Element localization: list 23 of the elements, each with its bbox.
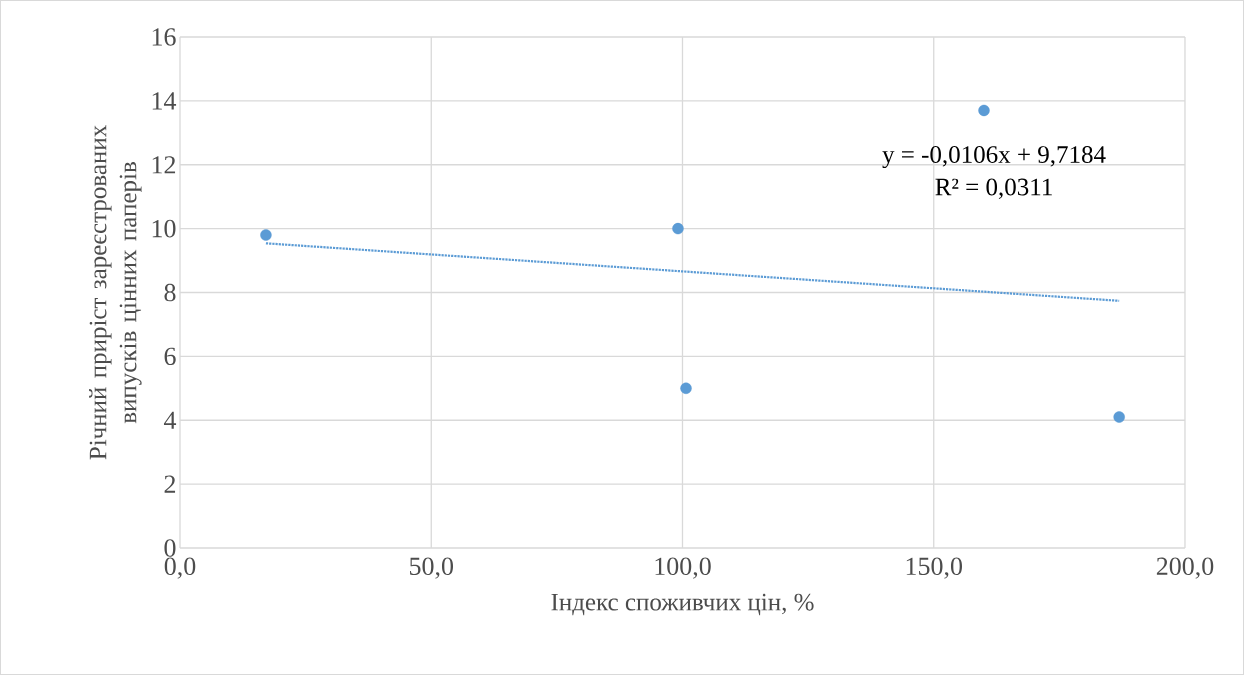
- point: [978, 104, 990, 117]
- point: [260, 229, 272, 241]
- x-tick-label: 150,0: [906, 557, 963, 579]
- y-tick-label: 16: [152, 28, 176, 46]
- y-tick-label: 10: [152, 219, 176, 238]
- point: [672, 222, 684, 235]
- point: [680, 382, 692, 395]
- point: [1113, 411, 1125, 423]
- x-tick-label: 0,0: [164, 557, 196, 579]
- y-tick-label: 2: [164, 475, 176, 493]
- x-tick-label: 100,0: [655, 557, 711, 579]
- y-tick-label: 14: [152, 92, 177, 110]
- y-axis-title: Річний приріст зареєстрованих випусків цінних паперів: [89, 125, 142, 460]
- annotation: R² = 0,0311: [935, 178, 1052, 199]
- x-axis-title: Індекс споживчих цін, %: [551, 593, 814, 616]
- y-tick-label: 6: [164, 347, 176, 366]
- y-tick-label: 4: [163, 411, 177, 429]
- x-tick-label: 200,0: [1156, 557, 1214, 579]
- y-tick-label: 0: [164, 539, 176, 557]
- annotation: y = -0,0106x + 9,7184: [882, 146, 1106, 169]
- y-tick-label: 12: [152, 156, 176, 174]
- y-tick-label: 8: [164, 283, 176, 302]
- x-tick-label: 50,0: [410, 557, 454, 579]
